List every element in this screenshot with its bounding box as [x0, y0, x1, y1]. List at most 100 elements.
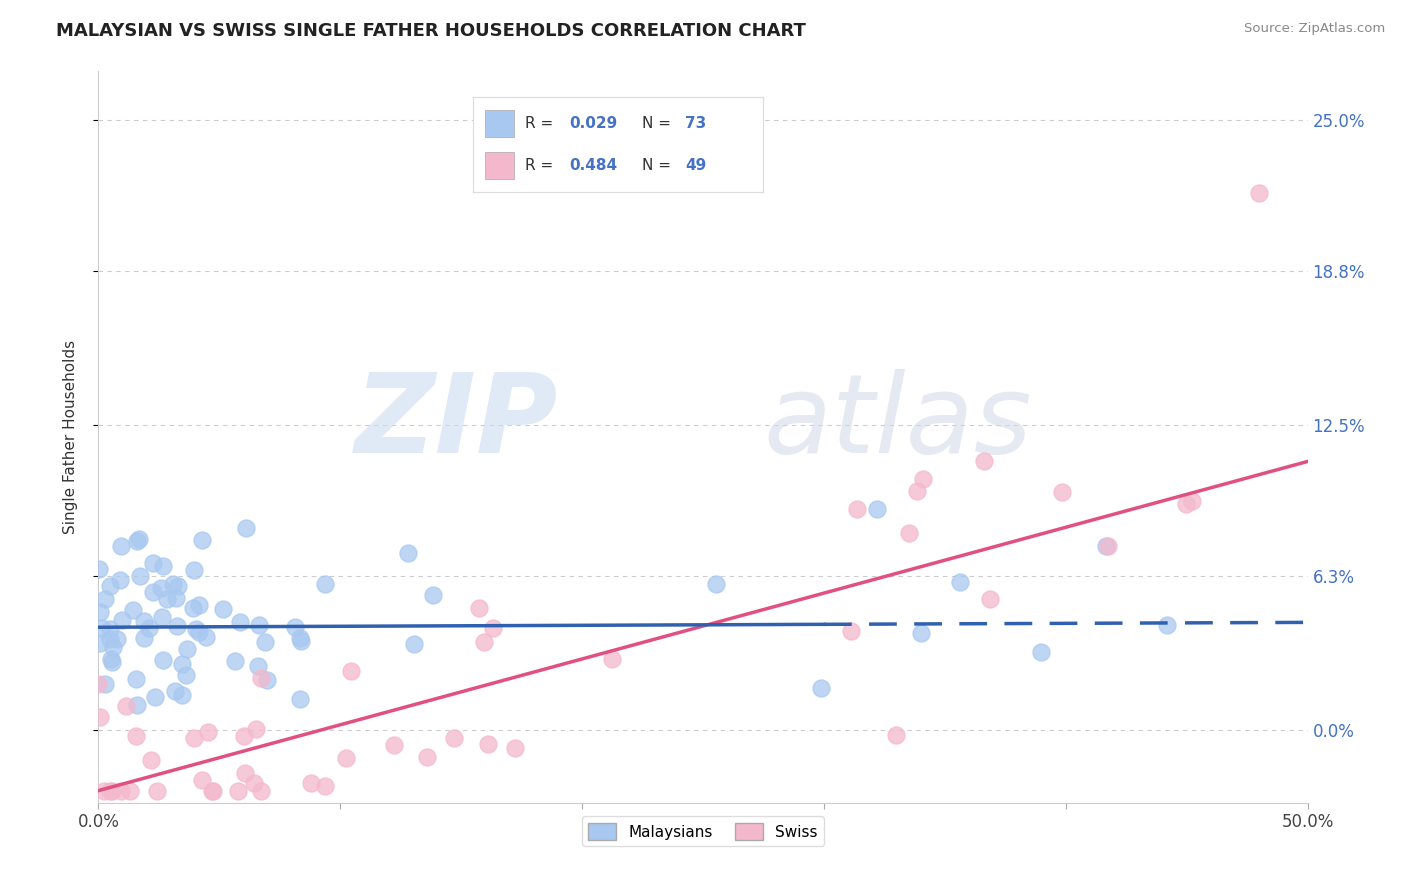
Point	[183, 731, 205, 745]
Point	[202, 783, 225, 797]
Point	[98, 783, 121, 797]
Point	[194, 630, 217, 644]
Point	[422, 588, 444, 602]
Point	[124, 729, 146, 743]
Point	[467, 601, 489, 615]
Point	[235, 521, 257, 535]
Point	[866, 502, 889, 516]
Point	[138, 621, 160, 635]
Point	[93, 783, 115, 797]
Point	[845, 501, 868, 516]
Y-axis label: Single Father Households: Single Father Households	[63, 340, 77, 534]
Point	[1094, 539, 1116, 553]
Point	[108, 574, 131, 588]
Point	[505, 741, 527, 756]
Point	[152, 558, 174, 573]
Point	[396, 546, 419, 560]
Point	[184, 622, 207, 636]
Point	[229, 615, 252, 629]
Point	[973, 453, 995, 467]
Point	[163, 683, 186, 698]
Point	[810, 681, 832, 696]
Point	[245, 722, 267, 736]
Point	[290, 631, 312, 645]
Point	[197, 724, 219, 739]
Point	[600, 652, 623, 666]
Point	[299, 776, 322, 790]
Point	[183, 563, 205, 577]
Point	[256, 673, 278, 687]
Point	[89, 636, 111, 650]
Point	[884, 728, 907, 742]
Point	[141, 753, 163, 767]
Point	[247, 618, 270, 632]
Point	[335, 751, 357, 765]
Point	[841, 624, 863, 639]
Point	[143, 690, 166, 704]
Point	[190, 533, 212, 547]
Point	[103, 640, 125, 655]
Point	[290, 634, 312, 648]
Point	[142, 556, 165, 570]
Point	[124, 673, 146, 687]
Point	[120, 783, 142, 797]
Point	[142, 585, 165, 599]
Point	[211, 602, 233, 616]
Point	[125, 698, 148, 713]
Point	[156, 591, 179, 606]
Point	[134, 631, 156, 645]
Point	[284, 620, 307, 634]
Point	[166, 579, 188, 593]
Point	[290, 692, 312, 706]
Text: atlas: atlas	[763, 369, 1032, 476]
Point	[190, 773, 212, 788]
Point	[979, 592, 1001, 607]
Point	[125, 534, 148, 549]
Point	[243, 776, 266, 790]
Point	[233, 766, 256, 780]
Point	[187, 625, 209, 640]
Point	[89, 709, 111, 723]
Point	[1181, 494, 1204, 508]
Point	[110, 783, 132, 797]
Point	[340, 664, 363, 678]
Point	[149, 581, 172, 595]
Point	[402, 637, 425, 651]
Point	[98, 632, 121, 646]
Point	[122, 603, 145, 617]
Point	[382, 739, 405, 753]
Point	[114, 698, 136, 713]
Point	[254, 635, 277, 649]
Point	[907, 483, 929, 498]
Point	[181, 601, 204, 615]
Point	[481, 621, 503, 635]
Point	[910, 625, 932, 640]
Point	[1031, 644, 1053, 658]
Point	[201, 783, 224, 797]
Point	[911, 472, 934, 486]
Point	[1097, 539, 1119, 553]
Text: MALAYSIAN VS SWISS SINGLE FATHER HOUSEHOLDS CORRELATION CHART: MALAYSIAN VS SWISS SINGLE FATHER HOUSEHO…	[56, 22, 806, 40]
Point	[132, 614, 155, 628]
Point	[477, 737, 499, 751]
Point	[314, 577, 336, 591]
Point	[176, 668, 198, 682]
Point	[249, 783, 271, 797]
Point	[949, 574, 972, 589]
Point	[128, 533, 150, 547]
Point	[166, 618, 188, 632]
Point	[704, 576, 727, 591]
Point	[98, 622, 121, 636]
Point	[898, 525, 921, 540]
Point	[443, 731, 465, 746]
Point	[1156, 618, 1178, 632]
Point	[224, 654, 246, 668]
Point	[165, 591, 187, 606]
Point	[152, 610, 174, 624]
Point	[89, 605, 111, 619]
Legend: Malaysians, Swiss: Malaysians, Swiss	[582, 816, 824, 847]
Point	[94, 677, 117, 691]
Point	[152, 652, 174, 666]
Point	[93, 592, 115, 607]
Point	[170, 657, 193, 671]
